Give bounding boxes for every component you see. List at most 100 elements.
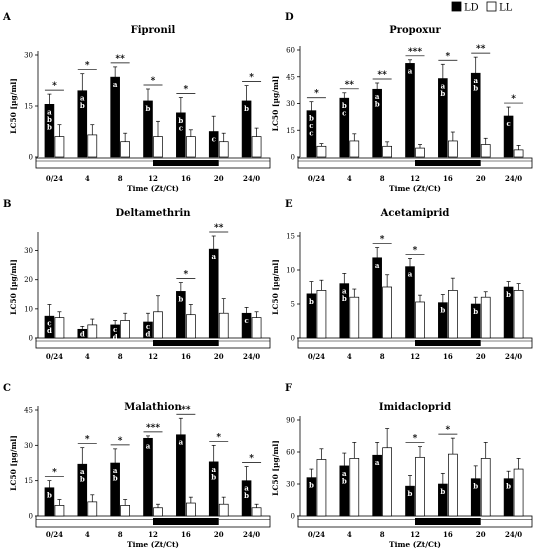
x-axis-label: Time (Zt/Ct)	[127, 540, 179, 549]
panel-letter: C	[3, 383, 11, 394]
x-tick-label: 20	[214, 530, 224, 539]
bar-group-letter: b	[309, 297, 314, 306]
x-axis-label: Time (Zt/Ct)	[127, 184, 179, 193]
x-tick-label: 0/24	[46, 530, 63, 539]
bar-group-letter: c	[47, 319, 51, 328]
bar-group-letter: c	[146, 322, 150, 331]
y-tick-label: 0	[29, 154, 33, 162]
bar-ll	[448, 140, 458, 158]
panel-title: Fipronil	[131, 25, 176, 36]
x-tick-label: 8	[380, 530, 385, 539]
y-tick-label: 0	[291, 513, 295, 521]
bar-group-letter: b	[342, 294, 347, 303]
significance-marker: *	[151, 77, 156, 87]
x-tick-label: 12	[410, 174, 420, 183]
significance-marker: *	[52, 468, 57, 478]
bar-ll	[186, 502, 196, 517]
bar-group-letter: a	[473, 76, 478, 85]
bar-ll	[54, 136, 65, 158]
x-tick-label: 0/24	[308, 174, 325, 183]
bar-group-letter: b	[244, 104, 249, 113]
dark-phase-segment	[153, 340, 219, 346]
bar-ll	[415, 301, 425, 339]
dark-phase-segment	[153, 160, 219, 166]
bar-group-letter: a	[146, 441, 151, 450]
bar-ll	[415, 456, 425, 517]
bar-group-letter: a	[179, 438, 184, 447]
bar-group-letter: b	[309, 114, 314, 123]
x-tick-label: 20	[214, 352, 224, 361]
significance-marker: **	[214, 224, 224, 234]
y-tick-label: 30	[24, 52, 33, 60]
panel-title: Deltamethrin	[115, 208, 191, 219]
y-tick-label: 60	[286, 47, 295, 55]
y-tick-label: 10	[286, 267, 295, 275]
bar-group-letter: b	[80, 101, 85, 110]
significance-marker: *	[413, 434, 418, 444]
x-tick-label: 20	[476, 530, 486, 539]
bar-group-letter: b	[342, 101, 347, 110]
x-tick-label: 24/0	[505, 352, 522, 361]
bar-group-letter: a	[80, 467, 85, 476]
significance-marker: *	[314, 89, 319, 99]
bar-group-letter: b	[473, 482, 478, 491]
bar-group-letter: a	[375, 458, 380, 467]
significance-marker: *	[85, 61, 90, 71]
significance-marker: *	[413, 246, 418, 256]
bar-group-letter: c	[309, 129, 313, 138]
significance-marker: **	[115, 54, 125, 64]
bar-group-letter: b	[47, 122, 52, 131]
bar-ll	[87, 324, 98, 339]
x-tick-label: 4	[85, 174, 90, 183]
significance-marker: **	[377, 70, 387, 80]
bar-group-letter: a	[113, 466, 118, 475]
significance-marker: *	[118, 436, 123, 446]
bar-group-letter: c	[179, 123, 183, 132]
bar-group-letter: b	[178, 116, 183, 125]
x-tick-label: 4	[347, 530, 352, 539]
bar-group-letter: a	[244, 484, 249, 493]
bar-ll	[186, 136, 196, 158]
bar-ll	[153, 136, 163, 158]
x-tick-label: 12	[148, 530, 158, 539]
bar-ll	[349, 140, 360, 158]
x-tick-label: 16	[181, 530, 191, 539]
bar-ll	[480, 144, 491, 158]
x-tick-label: 0/24	[308, 352, 325, 361]
bar-ll	[120, 505, 130, 517]
bar-group-letter: a	[441, 82, 446, 91]
dark-phase-segment	[153, 518, 219, 525]
bar-group-letter: b	[244, 491, 249, 500]
bar-ll	[480, 296, 491, 339]
x-tick-label: 8	[380, 174, 385, 183]
bar-group-letter: d	[113, 332, 118, 341]
x-tick-label: 8	[118, 352, 123, 361]
bar-group-letter: d	[47, 326, 52, 335]
bar-group-letter: d	[146, 329, 151, 338]
x-tick-label: 8	[118, 530, 123, 539]
bar-group-letter: a	[211, 252, 216, 261]
y-tick-label: 5	[291, 301, 295, 309]
x-tick-label: 24/0	[243, 530, 260, 539]
bar-group-letter: b	[506, 290, 511, 299]
bar-ll	[120, 141, 130, 158]
bar-group-letter: c	[212, 135, 216, 144]
bar-group-letter: a	[408, 66, 413, 75]
panel-title: Acetamiprid	[380, 208, 450, 219]
y-tick-label: 0	[291, 335, 295, 343]
bar-ll	[513, 149, 524, 158]
y-tick-label: 15	[24, 477, 33, 485]
x-tick-label: 8	[118, 174, 123, 183]
bar-group-letter: a	[47, 107, 52, 116]
x-tick-label: 24/0	[243, 174, 260, 183]
bar-ll	[251, 507, 262, 517]
legend-swatch-ll	[486, 1, 497, 12]
panel-letter: D	[285, 12, 294, 23]
y-tick-label: 15	[286, 233, 295, 241]
panel-letter: A	[2, 12, 11, 23]
